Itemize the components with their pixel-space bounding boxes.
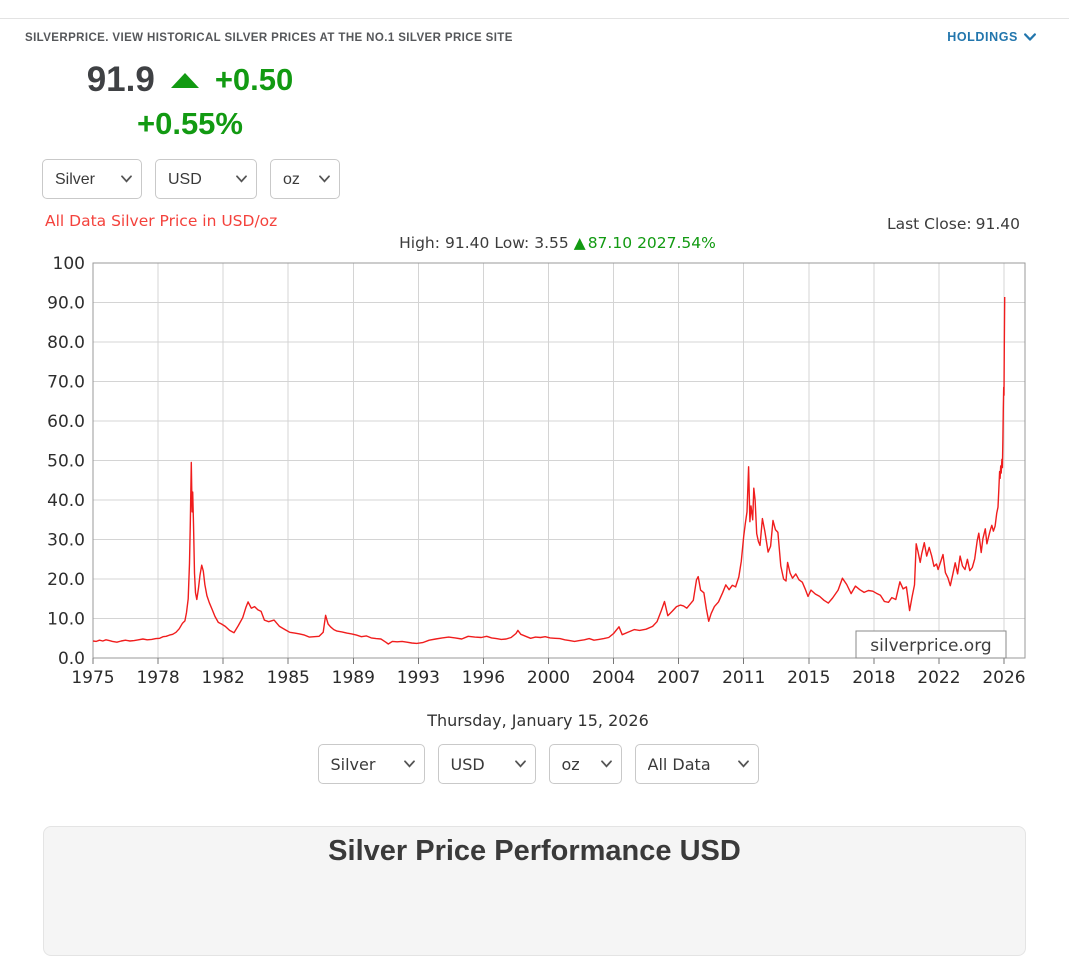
- price-chart: 0.0 10.0 20.0 30.0 40.0 50.0 60.0 70.0 80.0 90.0 1…: [47, 255, 1025, 688]
- svg-text:2011: 2011: [722, 668, 765, 688]
- chevron-down-icon: [1024, 32, 1036, 42]
- unit-select-bottom[interactable]: oz: [548, 744, 622, 784]
- svg-text:1978: 1978: [136, 668, 179, 688]
- svg-text:60.0: 60.0: [47, 412, 85, 432]
- high-label: High:: [399, 234, 440, 252]
- svg-text:1993: 1993: [397, 668, 440, 688]
- metal-select[interactable]: Silver: [42, 159, 142, 199]
- svg-text:0.0: 0.0: [58, 649, 85, 669]
- svg-text:70.0: 70.0: [47, 373, 85, 393]
- svg-text:90.0: 90.0: [47, 294, 85, 314]
- svg-text:30.0: 30.0: [47, 531, 85, 551]
- svg-text:2026: 2026: [982, 668, 1025, 688]
- svg-text:1985: 1985: [267, 668, 310, 688]
- panel-title: Silver Price Performance USD: [328, 835, 741, 867]
- price-change: +0.50: [214, 62, 294, 97]
- spot-price: 91.9: [86, 60, 155, 99]
- last-close-value: 91.40: [975, 215, 1020, 233]
- price-change-percent: +0.55%: [136, 106, 243, 141]
- top-controls: Silver USD oz: [42, 159, 340, 199]
- holdings-menu[interactable]: HOLDINGS: [947, 30, 1036, 44]
- svg-text:10.0: 10.0: [47, 610, 85, 630]
- low-label: Low:: [494, 234, 530, 252]
- chart-date-caption: Thursday, January 15, 2026: [427, 711, 649, 730]
- up-triangle-icon: ▲: [573, 234, 586, 252]
- bottom-controls: Silver USD oz All Data: [38, 744, 1038, 784]
- low-value: 3.55: [534, 234, 569, 252]
- svg-text:100: 100: [53, 255, 85, 274]
- svg-text:1982: 1982: [202, 668, 245, 688]
- currency-select-bottom[interactable]: USD: [437, 744, 536, 784]
- svg-text:2007: 2007: [657, 668, 700, 688]
- chart-section: All Data Silver Price in USD/oz Last Clo…: [38, 207, 1038, 784]
- svg-text:2018: 2018: [852, 668, 895, 688]
- top-divider: [0, 18, 1069, 19]
- svg-text:20.0: 20.0: [47, 570, 85, 590]
- svg-text:2022: 2022: [917, 668, 960, 688]
- silverprice-page: SILVERPRICE. VIEW HISTORICAL SILVER PRIC…: [0, 18, 1069, 956]
- chart-high-low: High: 91.40 Low: 3.55 ▲ 87.10 2027.54%: [399, 234, 721, 252]
- site-tagline: SILVERPRICE. VIEW HISTORICAL SILVER PRIC…: [25, 32, 513, 44]
- holdings-label: HOLDINGS: [947, 30, 1018, 44]
- metal-select-bottom[interactable]: Silver: [317, 744, 425, 784]
- up-arrow-icon: [170, 72, 199, 88]
- svg-text:2000: 2000: [527, 668, 570, 688]
- currency-select[interactable]: USD: [155, 159, 257, 199]
- performance-panel: Silver Price Performance USD: [43, 826, 1026, 956]
- range-select[interactable]: All Data: [634, 744, 759, 784]
- svg-text:80.0: 80.0: [47, 333, 85, 353]
- change-percent: 2027.54%: [637, 234, 716, 252]
- svg-text:silverprice.org: silverprice.org: [870, 636, 991, 656]
- svg-text:2015: 2015: [787, 668, 830, 688]
- svg-text:1996: 1996: [462, 668, 505, 688]
- svg-text:1975: 1975: [71, 668, 114, 688]
- svg-text:1989: 1989: [332, 668, 375, 688]
- svg-text:50.0: 50.0: [47, 452, 85, 472]
- high-value: 91.40: [444, 234, 490, 252]
- chart-last-close: Last Close: 91.40: [883, 215, 1020, 233]
- unit-select[interactable]: oz: [270, 159, 340, 199]
- svg-text:2004: 2004: [592, 668, 635, 688]
- chart-title: All Data Silver Price in USD/oz: [45, 212, 278, 230]
- price-quote: 91.9 +0.50 +0.55%: [40, 60, 340, 142]
- change-abs: 87.10: [587, 234, 633, 252]
- svg-text:40.0: 40.0: [47, 491, 85, 511]
- last-close-label: Last Close:: [886, 215, 972, 233]
